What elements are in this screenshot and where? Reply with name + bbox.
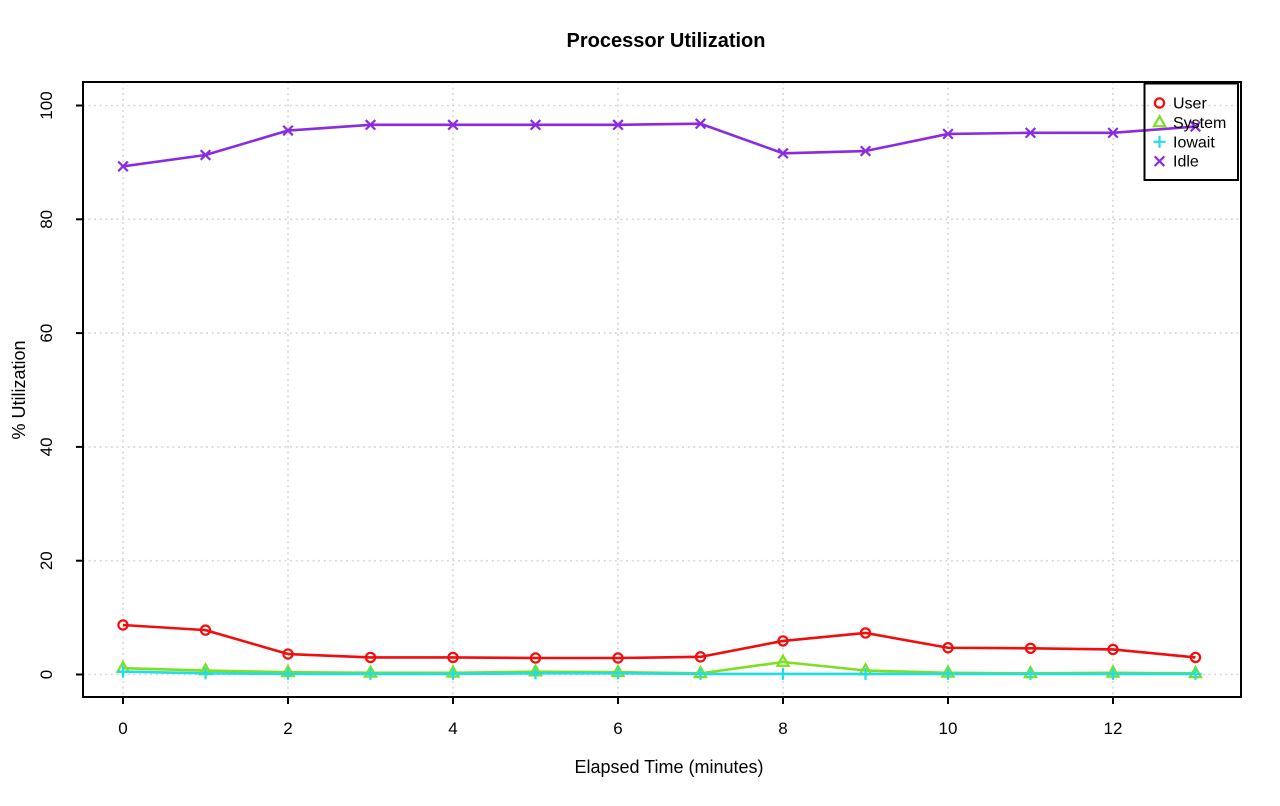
y-axis-tick-label: 80 bbox=[37, 210, 56, 229]
series-idle-marker bbox=[942, 128, 954, 140]
legend-label: User bbox=[1173, 96, 1207, 113]
x-axis-title: Elapsed Time (minutes) bbox=[574, 757, 763, 777]
series-iowait-marker bbox=[364, 667, 377, 680]
legend-entry-system: System bbox=[1152, 113, 1226, 132]
legend-circle-icon bbox=[1153, 97, 1166, 109]
series-iowait-marker bbox=[199, 667, 212, 680]
chart-title: Processor Utilization bbox=[567, 30, 766, 52]
legend-border bbox=[1143, 82, 1239, 181]
series-system-marker bbox=[775, 653, 791, 667]
x-axis-tick-label: 12 bbox=[1104, 719, 1123, 738]
series-iowait-marker bbox=[1024, 667, 1037, 680]
series-iowait-marker bbox=[859, 667, 872, 680]
series-iowait bbox=[117, 665, 1202, 680]
series-idle-marker bbox=[282, 124, 294, 137]
series-idle-marker bbox=[117, 160, 129, 172]
series-iowait-marker bbox=[447, 667, 459, 680]
grid-lines bbox=[83, 82, 1241, 697]
series-idle-marker bbox=[694, 118, 707, 130]
x-axis-tick-label: 4 bbox=[448, 719, 457, 738]
series-iowait-marker bbox=[612, 667, 624, 680]
y-axis-title: % Utilization bbox=[9, 340, 29, 439]
series-iowait-marker bbox=[282, 667, 294, 680]
series-user bbox=[117, 619, 1202, 664]
series-user-marker bbox=[1189, 651, 1202, 664]
series-idle-marker bbox=[859, 145, 872, 157]
series-idle-marker bbox=[529, 119, 542, 131]
legend-triangle-icon bbox=[1152, 113, 1167, 128]
plot-border bbox=[82, 81, 1242, 698]
series-iowait-marker bbox=[1107, 667, 1119, 680]
legend-entry-iowait: Iowait bbox=[1153, 134, 1215, 151]
legend-label: Idle bbox=[1173, 154, 1199, 171]
legend-entry-idle: Idle bbox=[1153, 154, 1199, 171]
series-user-marker bbox=[282, 648, 294, 660]
x-axis-tick-label: 10 bbox=[939, 719, 958, 738]
series-iowait-marker bbox=[117, 665, 129, 678]
series-user-marker bbox=[117, 619, 129, 631]
series-user-marker bbox=[694, 651, 707, 663]
series-user-line bbox=[122, 623, 1196, 660]
series-iowait-line bbox=[122, 670, 1196, 676]
series-user-marker bbox=[1107, 643, 1119, 656]
series-idle-marker bbox=[777, 147, 789, 159]
y-axis-tick-label: 60 bbox=[37, 324, 56, 343]
legend-label: Iowait bbox=[1173, 134, 1215, 151]
series-iowait-marker bbox=[777, 667, 789, 680]
series-idle bbox=[117, 118, 1202, 172]
y-axis-tick-label: 0 bbox=[37, 670, 56, 679]
series-user-marker bbox=[777, 635, 789, 647]
series-idle-marker bbox=[364, 119, 377, 131]
series-user-marker bbox=[529, 652, 542, 664]
series-idle-marker bbox=[612, 119, 624, 131]
legend-x-icon bbox=[1153, 155, 1166, 167]
series-iowait-marker bbox=[942, 667, 954, 680]
y-axis-tick-label: 40 bbox=[37, 437, 56, 456]
x-axis-tick-label: 8 bbox=[778, 719, 787, 738]
x-axis-tick-label: 6 bbox=[613, 719, 622, 738]
series-idle-marker bbox=[1189, 120, 1202, 133]
series-iowait-marker bbox=[529, 667, 542, 680]
y-axis-tick-label: 100 bbox=[37, 91, 56, 119]
series-idle-marker bbox=[1107, 127, 1119, 139]
series-idle-marker bbox=[447, 119, 459, 131]
series-idle-marker bbox=[199, 149, 212, 161]
legend-plus-icon bbox=[1153, 135, 1166, 148]
series-iowait-marker bbox=[1189, 667, 1202, 680]
series-user-marker bbox=[942, 642, 954, 654]
series-user-marker bbox=[612, 652, 624, 664]
x-axis-tick-label: 2 bbox=[283, 719, 292, 738]
y-axis-tick-label: 20 bbox=[37, 551, 56, 570]
x-axis-tick-label: 0 bbox=[118, 719, 127, 738]
series-user-marker bbox=[447, 651, 459, 664]
legend-entry-user: User bbox=[1153, 96, 1207, 113]
series-idle-marker bbox=[1024, 127, 1037, 139]
series-user-marker bbox=[859, 627, 872, 639]
titles: Processor Utilization Elapsed Time (minut… bbox=[9, 30, 765, 777]
series-idle-line bbox=[122, 122, 1196, 168]
series-user-marker bbox=[1024, 642, 1037, 655]
series-user-marker bbox=[364, 651, 377, 664]
series-user-marker bbox=[199, 624, 212, 636]
legend: User System Iowait Idle bbox=[1143, 82, 1239, 181]
axes: 0 2 4 6 8 10 12 0 20 40 60 80 100 bbox=[37, 81, 1242, 738]
series-iowait-marker bbox=[694, 667, 707, 680]
legend-label: System bbox=[1173, 115, 1226, 132]
